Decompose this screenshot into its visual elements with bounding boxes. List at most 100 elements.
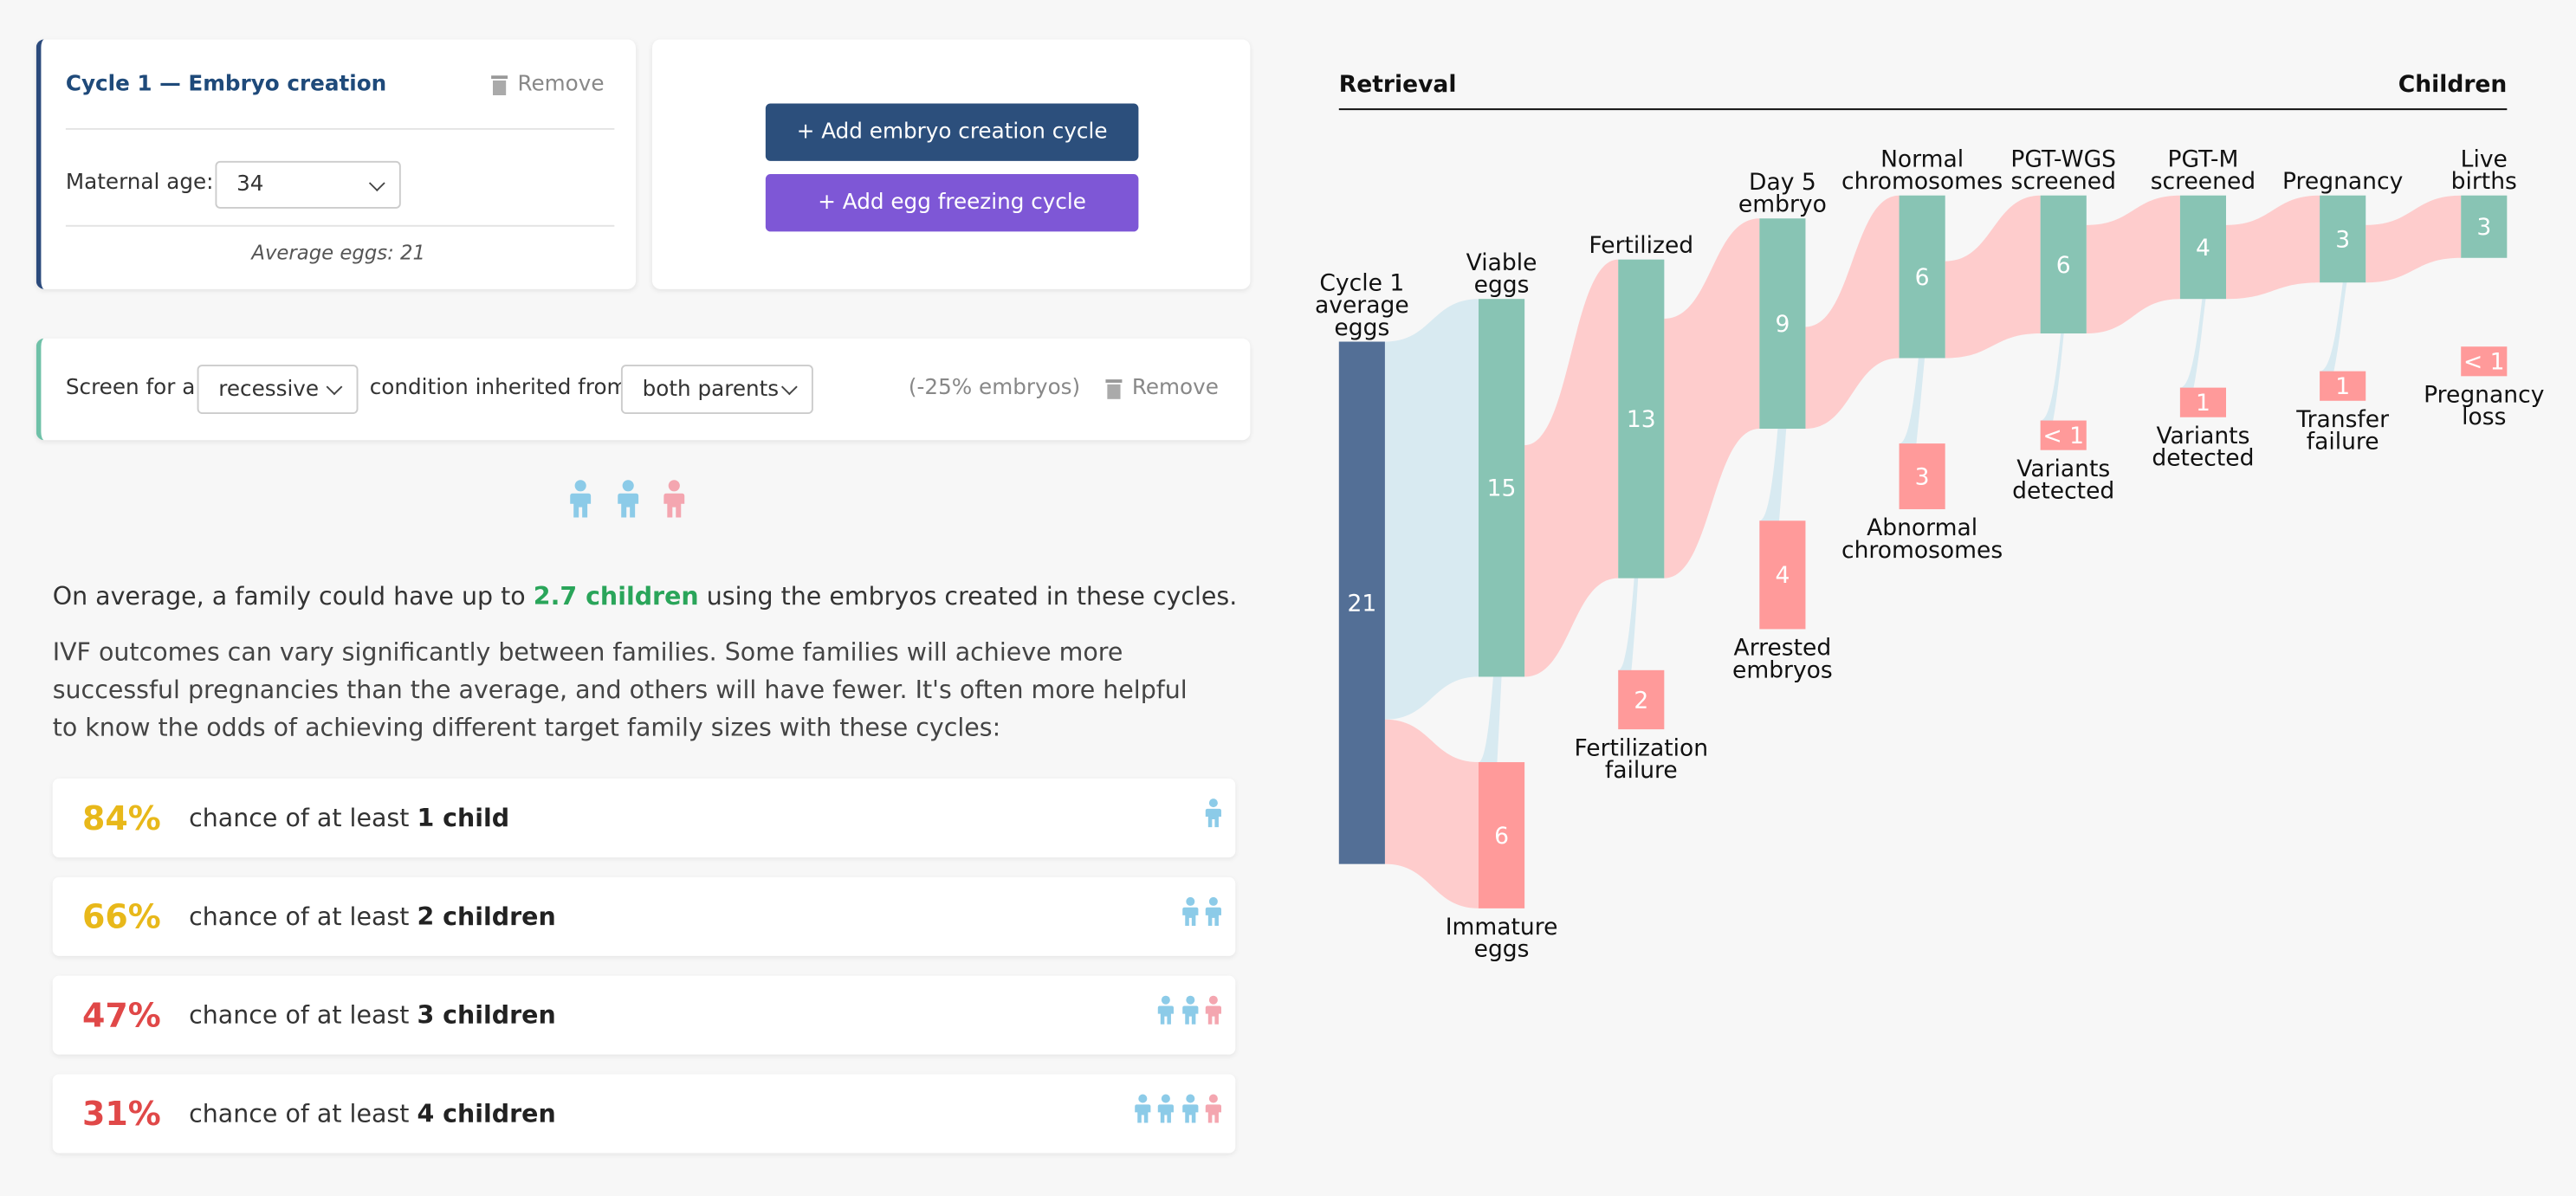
condition-select[interactable]: recessive — [197, 365, 359, 414]
odds-row: 84% chance of at least 1 child — [52, 779, 1236, 858]
divider — [65, 127, 615, 130]
add-embryo-button[interactable]: + Add embryo creation cycle — [765, 103, 1139, 161]
remove-button[interactable]: Remove — [1104, 376, 1219, 401]
person-body — [1181, 1104, 1198, 1123]
parents-value: both parents — [642, 377, 780, 402]
node-value: < 1 — [2463, 349, 2505, 376]
parents-select[interactable]: both parents — [620, 365, 813, 414]
cycle-card: Cycle 1 — Embryo creation Remove Materna… — [36, 39, 637, 289]
person-icon — [1205, 995, 1221, 1025]
sankey-node — [2040, 195, 2087, 334]
person-icon — [1181, 1094, 1198, 1123]
odds-icons — [1157, 995, 1222, 1025]
divider — [65, 224, 615, 227]
trash-icon — [1105, 379, 1123, 399]
node-label: embryos — [1732, 656, 1833, 683]
odds-target: 4 children — [417, 1098, 556, 1129]
node-value: 15 — [1487, 475, 1517, 502]
person-body — [1181, 907, 1198, 926]
sankey-node — [1479, 762, 1525, 908]
node-value: 3 — [2476, 214, 2491, 241]
person-head — [1208, 798, 1218, 808]
node-label: detected — [2012, 478, 2114, 505]
node-label: average — [1315, 292, 1409, 319]
age-select[interactable]: 34 — [215, 160, 401, 209]
remove-button[interactable]: Remove — [489, 72, 605, 97]
node-label: failure — [1605, 757, 1678, 784]
person-head — [1208, 896, 1218, 906]
average-eggs: Average eggs: 21 — [251, 241, 426, 265]
person-body — [1158, 1005, 1175, 1025]
remove-label: Remove — [517, 72, 605, 97]
sankey-node — [2461, 195, 2508, 258]
person-icon — [1205, 798, 1221, 828]
node-value: 6 — [1915, 264, 1930, 291]
odds-text: chance of at least 3 children — [189, 1000, 556, 1030]
odds-icons — [1204, 798, 1222, 828]
node-label: eggs — [1474, 936, 1530, 963]
person-body — [1205, 808, 1221, 828]
person-body — [1181, 1005, 1198, 1025]
sankey-link — [2366, 195, 2462, 283]
node-label: births — [2451, 168, 2517, 195]
node-label: Live — [2461, 145, 2508, 172]
screen-card: Screen for a recessive condition inherit… — [36, 338, 1251, 441]
odds-target: 1 child — [417, 803, 510, 833]
node-label: Day 5 — [1749, 169, 1816, 196]
sankey-node — [1759, 218, 1806, 430]
person-body — [1205, 907, 1221, 926]
person-body — [617, 493, 638, 518]
sankey-link — [2179, 195, 2227, 417]
screen-middle: condition inherited from — [369, 376, 628, 401]
sankey-node — [1338, 341, 1385, 864]
sankey-node — [1899, 443, 1945, 509]
node-value: 3 — [2335, 226, 2350, 253]
sankey-node — [1759, 520, 1806, 630]
sankey-link — [1664, 218, 1760, 579]
screen-effect: (-25% embryos) — [908, 376, 1081, 401]
odds-percent: 66% — [81, 896, 161, 937]
odds-percent: 31% — [81, 1094, 161, 1134]
person-icon — [1158, 995, 1175, 1025]
node-label: screened — [2011, 168, 2116, 195]
node-label: Fertilization — [1574, 734, 1708, 761]
age-label: Maternal age: — [65, 171, 214, 196]
person-icon — [1181, 896, 1198, 926]
node-label: PGT-M — [2167, 145, 2238, 172]
person-icon — [664, 480, 685, 518]
node-value: 1 — [2196, 390, 2210, 417]
node-label: Transfer — [2295, 406, 2389, 433]
node-label: detected — [2152, 445, 2254, 472]
sankey-node — [1899, 195, 1945, 359]
person-icon — [1181, 995, 1198, 1025]
sankey-link — [1945, 195, 2041, 359]
person-icon — [1135, 1094, 1151, 1123]
person-icon — [1158, 1094, 1175, 1123]
person-body — [1158, 1104, 1175, 1123]
sankey-link — [1805, 195, 1900, 430]
node-value: 21 — [1347, 590, 1376, 617]
node-label: Variants — [2156, 423, 2249, 449]
node-value: 1 — [2335, 373, 2350, 400]
odds-row: 47% chance of at least 3 children — [52, 975, 1236, 1055]
person-body — [1205, 1005, 1221, 1025]
node-value: 6 — [1494, 823, 1509, 850]
person-head — [1185, 995, 1194, 1005]
add-card — [651, 39, 1251, 289]
condition-value: recessive — [218, 377, 320, 402]
person-icon — [617, 480, 638, 518]
sankey-link — [2086, 195, 2180, 334]
sankey-link — [2226, 195, 2320, 300]
odds-label: chance of at least — [189, 1098, 410, 1129]
odds-text: chance of at least 4 children — [189, 1099, 556, 1128]
cycle-title: Cycle 1 — Embryo creation — [65, 72, 387, 97]
odds-icons — [1134, 1094, 1222, 1123]
node-label: PGT-WGS — [2010, 145, 2116, 172]
odds-label: chance of at least — [189, 803, 410, 833]
remove-label: Remove — [1131, 376, 1219, 401]
add-egg-button[interactable]: + Add egg freezing cycle — [765, 174, 1139, 232]
person-head — [1162, 995, 1171, 1005]
